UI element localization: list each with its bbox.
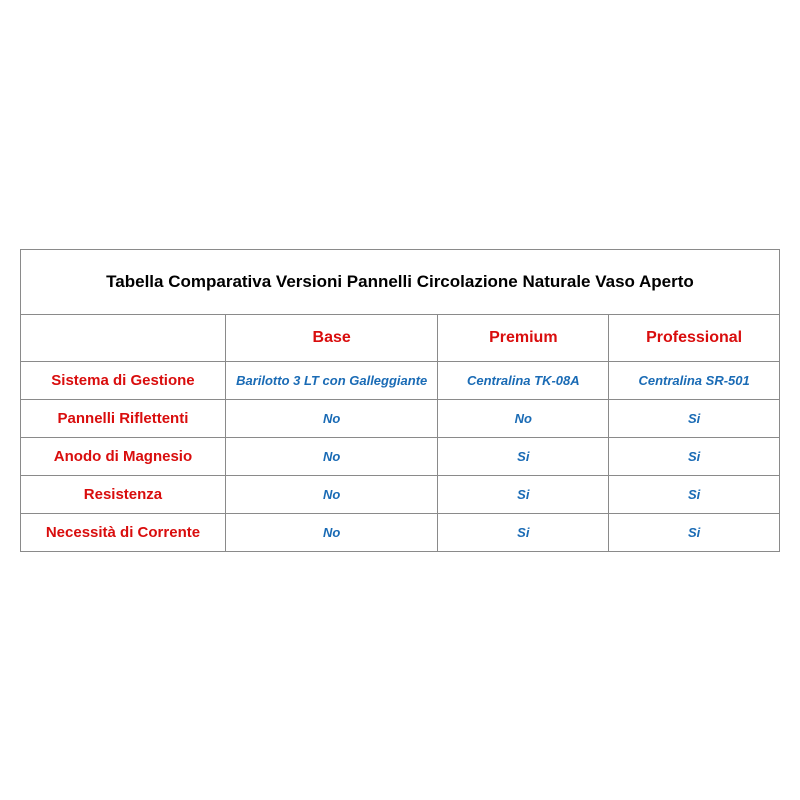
data-cell: Si <box>438 437 609 475</box>
data-cell: Si <box>438 475 609 513</box>
row-label: Necessità di Corrente <box>21 513 226 551</box>
table-title: Tabella Comparativa Versioni Pannelli Ci… <box>21 249 780 314</box>
data-cell: Si <box>609 475 780 513</box>
data-cell: Barilotto 3 LT con Galleggiante <box>225 361 438 399</box>
data-cell: Si <box>438 513 609 551</box>
data-cell: Si <box>609 437 780 475</box>
row-label: Pannelli Riflettenti <box>21 399 226 437</box>
title-row: Tabella Comparativa Versioni Pannelli Ci… <box>21 249 780 314</box>
data-cell: No <box>225 437 438 475</box>
table-row: Resistenza No Si Si <box>21 475 780 513</box>
table-row: Sistema di Gestione Barilotto 3 LT con G… <box>21 361 780 399</box>
header-row: Base Premium Professional <box>21 314 780 361</box>
header-empty <box>21 314 226 361</box>
data-cell: No <box>225 513 438 551</box>
table-row: Anodo di Magnesio No Si Si <box>21 437 780 475</box>
row-label: Sistema di Gestione <box>21 361 226 399</box>
row-label: Resistenza <box>21 475 226 513</box>
comparison-table: Tabella Comparativa Versioni Pannelli Ci… <box>20 249 780 552</box>
data-cell: Centralina TK-08A <box>438 361 609 399</box>
data-cell: No <box>438 399 609 437</box>
data-cell: No <box>225 475 438 513</box>
header-base: Base <box>225 314 438 361</box>
header-professional: Professional <box>609 314 780 361</box>
data-cell: No <box>225 399 438 437</box>
table-row: Pannelli Riflettenti No No Si <box>21 399 780 437</box>
table-row: Necessità di Corrente No Si Si <box>21 513 780 551</box>
data-cell: Centralina SR-501 <box>609 361 780 399</box>
row-label: Anodo di Magnesio <box>21 437 226 475</box>
data-cell: Si <box>609 513 780 551</box>
header-premium: Premium <box>438 314 609 361</box>
comparison-table-container: Tabella Comparativa Versioni Pannelli Ci… <box>20 249 780 552</box>
data-cell: Si <box>609 399 780 437</box>
